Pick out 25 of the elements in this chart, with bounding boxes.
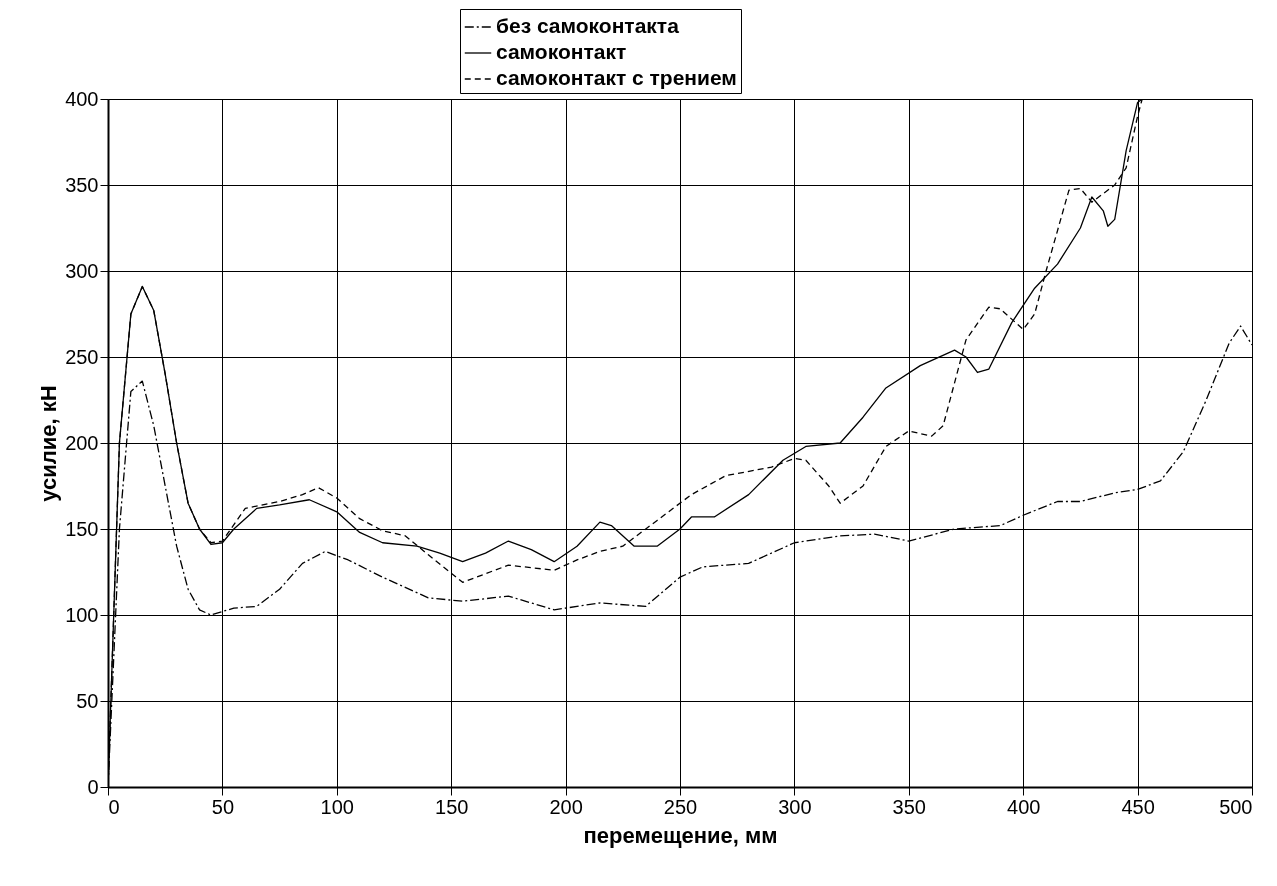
y-tick-label: 50 [76,689,99,712]
x-tick-label: 100 [320,795,354,818]
x-tick-label: 50 [211,795,235,818]
y-tick-label: 100 [65,603,99,626]
x-tick-label: 300 [778,795,812,818]
x-tick-label: 500 [1219,795,1253,818]
x-tick-label: 450 [1121,795,1155,818]
y-tick-label: 350 [65,173,99,196]
y-tick-label: 150 [65,517,99,540]
y-tick-label: 200 [65,431,99,454]
y-tick-label: 400 [65,87,99,110]
y-axis-title: усилие, кН [36,385,62,502]
legend-label: самоконтакт с трением [496,66,737,89]
x-tick-label: 350 [892,795,926,818]
x-tick-label: 400 [1007,795,1041,818]
x-tick-label: 250 [663,795,698,818]
x-axis-title: перемещение, мм [583,822,778,848]
x-tick-label: 200 [549,795,583,818]
y-tick-label: 250 [65,345,99,368]
legend-label: без самоконтакта [496,14,680,37]
y-tick-label: 0 [87,775,99,798]
legend-label: самоконтакт [496,40,627,63]
y-tick-label: 300 [65,259,99,282]
x-tick-label: 150 [435,795,469,818]
x-tick-label: 0 [108,795,120,818]
